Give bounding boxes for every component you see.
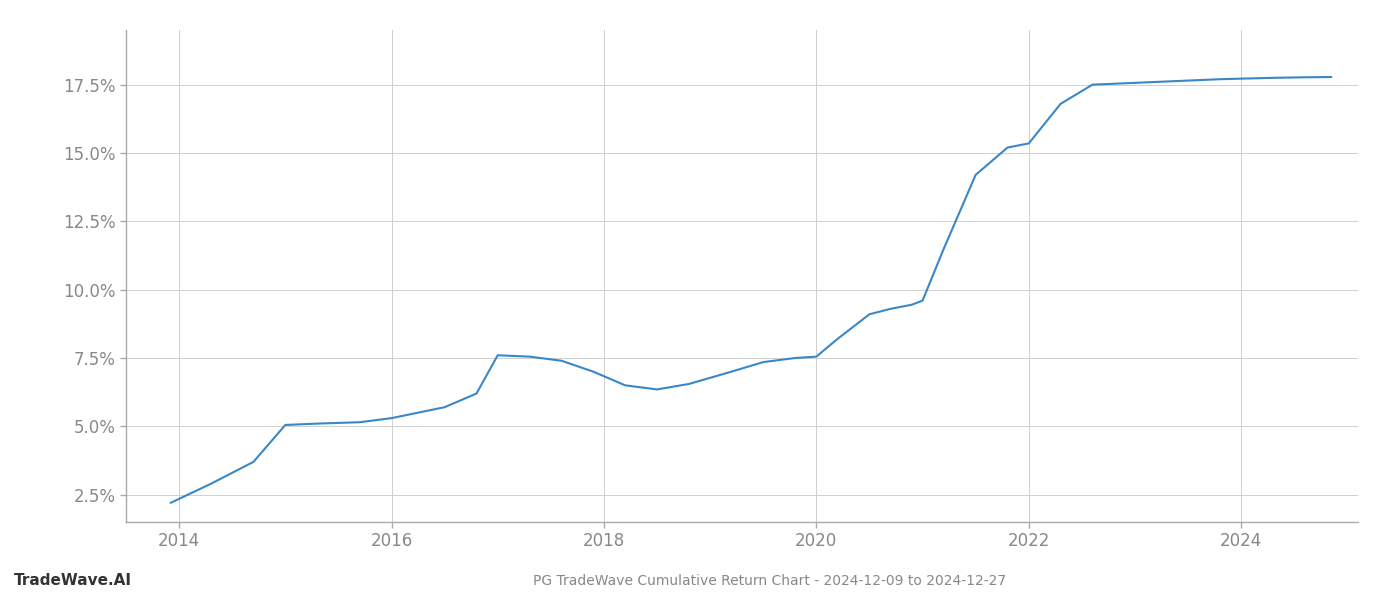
Text: TradeWave.AI: TradeWave.AI <box>14 573 132 588</box>
Text: PG TradeWave Cumulative Return Chart - 2024-12-09 to 2024-12-27: PG TradeWave Cumulative Return Chart - 2… <box>533 574 1007 588</box>
